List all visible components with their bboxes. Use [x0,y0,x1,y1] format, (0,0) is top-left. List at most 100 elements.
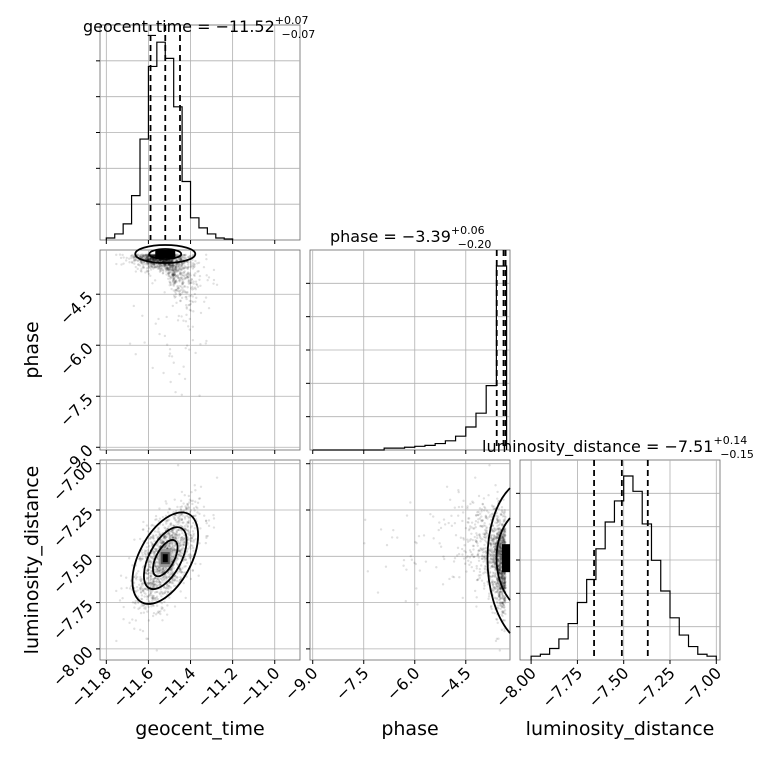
sample-point [176,520,180,523]
sample-point [190,278,194,281]
sample-point [174,290,177,294]
sample-point [127,257,131,260]
sample-point [480,579,484,582]
sample-point [157,259,161,263]
sample-point [180,536,184,539]
sample-point [491,580,494,583]
sample-point [152,258,155,262]
sample-point [168,265,172,268]
sample-point [190,263,193,266]
sample-point [169,259,172,263]
sample-point [478,570,482,574]
sample-point [494,587,497,590]
sample-point [165,546,169,550]
sample-point [475,567,478,570]
sample-point [161,567,165,571]
sample-point [146,254,149,257]
sample-point [184,257,188,260]
sample-point [146,253,149,257]
sample-point [183,285,187,288]
sample-point [177,515,180,518]
sample-point [153,259,156,262]
sample-point [162,265,165,268]
sample-point [448,498,452,501]
sample-point [170,276,174,279]
sample-point [212,513,215,517]
sample-point [192,263,196,266]
sample-point [160,265,164,268]
sample-point [155,263,159,266]
sample-point [167,507,171,510]
sample-point [416,603,419,606]
sample-point [454,534,458,537]
sample-point [150,524,153,527]
sample-point [178,290,181,293]
sample-point [151,258,154,262]
density-cell-top [155,250,176,258]
sample-point [140,267,143,271]
sample-point [179,568,182,572]
sample-point [467,517,471,520]
sample-point [168,542,171,546]
sample-point [195,505,198,509]
sample-point [169,380,172,384]
sample-point [162,539,165,543]
sample-point [199,342,202,346]
sample-point [140,256,144,259]
sample-point [160,601,164,605]
sample-point [153,259,157,262]
sample-point [469,550,473,554]
sample-point [439,545,443,548]
sample-point [175,530,178,534]
sample-point [376,591,380,594]
sample-point [170,268,174,271]
sample-point [188,299,192,303]
sample-point [135,585,139,589]
sample-point [462,536,465,540]
sample-point [182,319,185,322]
sample-point [174,537,177,540]
sample-point [192,549,195,553]
sample-point [193,527,197,530]
sample-point [495,583,498,586]
sample-point [470,532,473,535]
sample-point [188,501,191,504]
sample-point [484,524,487,528]
sample-point [184,253,187,257]
sample-point [164,259,167,262]
sample-point [143,262,146,265]
sample-point [364,518,367,522]
sample-point [131,618,134,621]
sample-point [189,302,192,306]
sample-point [172,264,175,267]
panel-phase-vs-geocent-time [99,249,301,451]
sample-point [146,255,149,259]
sample-point [206,279,209,282]
sample-point [145,524,149,527]
sample-point [174,295,177,298]
sample-point [172,268,175,271]
sample-point [167,274,171,277]
sample-point [188,328,191,331]
sample-point [149,562,153,565]
sample-point [151,599,154,602]
sample-point [191,295,194,298]
tick-label-x-geocent_time: −11.4 [151,663,199,711]
sample-point [179,273,182,276]
sample-point [178,514,182,518]
sample-point [139,269,143,272]
sample-point [174,281,177,284]
sample-point [189,281,193,285]
sample-point [483,543,486,547]
sample-point [177,265,180,269]
sample-point [148,262,152,266]
sample-point [186,547,190,550]
sample-point [496,601,499,605]
sample-point [174,575,177,578]
sample-point [142,254,145,257]
sample-point [156,590,159,594]
sample-point [173,280,177,284]
sample-point [163,263,167,267]
sample-point [155,649,159,652]
sample-point [147,269,150,273]
